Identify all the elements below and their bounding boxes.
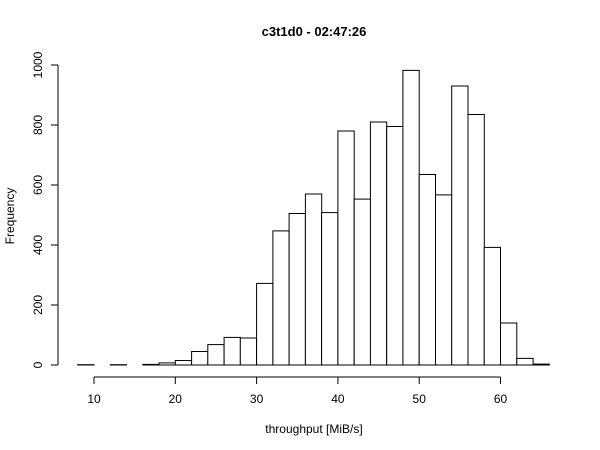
histogram-bar bbox=[386, 126, 404, 366]
histogram-bar bbox=[402, 69, 420, 366]
histogram-bar bbox=[207, 344, 225, 366]
histogram-bar bbox=[256, 282, 274, 366]
histogram-bar bbox=[142, 363, 160, 366]
y-tick-label: 400 bbox=[31, 235, 45, 255]
histogram-bar bbox=[304, 193, 323, 366]
y-tick-label: 800 bbox=[31, 115, 45, 135]
histogram-bar bbox=[483, 246, 502, 366]
y-tick-label: 0 bbox=[31, 361, 45, 368]
histogram-bar bbox=[532, 363, 550, 366]
histogram-bar bbox=[191, 351, 209, 366]
histogram-bar bbox=[337, 130, 355, 366]
histogram-bar bbox=[223, 336, 241, 366]
histogram-bar bbox=[500, 322, 518, 366]
histogram-bar bbox=[435, 194, 453, 366]
y-axis-label: Frequency bbox=[3, 188, 17, 245]
x-tick-label: 50 bbox=[413, 392, 427, 406]
y-axis: 0 200 400 600 800 1000 bbox=[31, 51, 59, 368]
x-tick-label: 30 bbox=[250, 392, 264, 406]
x-tick-label: 20 bbox=[169, 392, 183, 406]
y-tick-label: 600 bbox=[31, 175, 45, 195]
histogram-bar bbox=[174, 360, 193, 366]
y-tick-label: 1000 bbox=[31, 51, 45, 78]
bars-group bbox=[77, 69, 550, 366]
histogram-bar bbox=[239, 337, 258, 366]
histogram-bar bbox=[353, 198, 372, 366]
histogram-bar bbox=[467, 114, 485, 366]
x-tick-label: 10 bbox=[87, 392, 101, 406]
y-tick-label: 200 bbox=[31, 295, 45, 315]
histogram-bar bbox=[369, 121, 388, 366]
histogram-bar bbox=[516, 357, 534, 366]
histogram-bar bbox=[418, 174, 437, 366]
histogram-bar bbox=[288, 213, 306, 366]
histogram-bar bbox=[451, 85, 469, 366]
histogram-bar bbox=[158, 362, 176, 366]
x-tick-label: 60 bbox=[494, 392, 508, 406]
histogram-bar bbox=[321, 212, 339, 366]
histogram-bar bbox=[272, 230, 290, 366]
x-axis: 10 20 30 40 50 60 bbox=[87, 376, 508, 406]
x-axis-label: throughput [MiB/s] bbox=[265, 422, 362, 436]
chart-title: c3t1d0 - 02:47:26 bbox=[262, 24, 367, 39]
x-tick-label: 40 bbox=[331, 392, 345, 406]
